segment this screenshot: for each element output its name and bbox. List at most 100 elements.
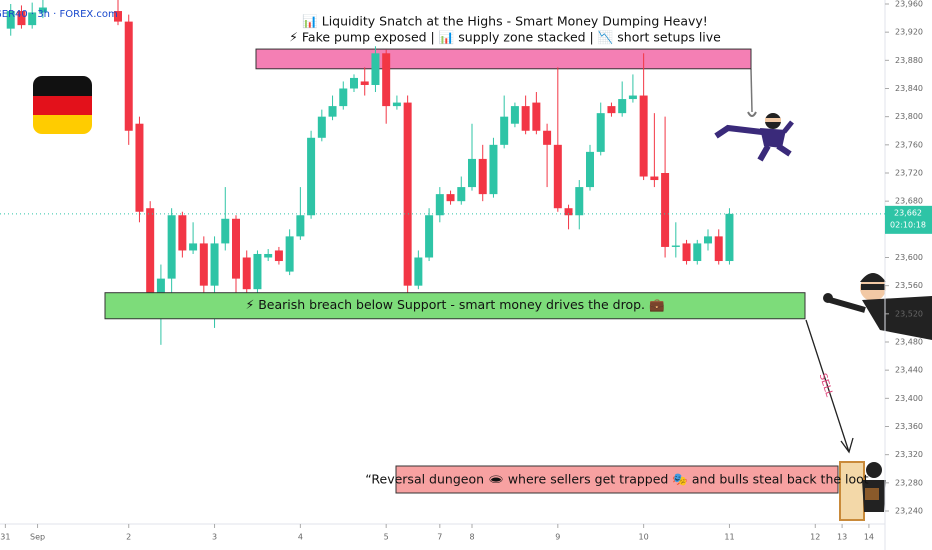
y-tick-label: 23,680 — [895, 197, 923, 206]
candle-body — [661, 173, 670, 247]
candle-body — [178, 215, 187, 251]
candle-body — [510, 106, 519, 124]
y-tick-label: 23,760 — [895, 140, 923, 149]
x-tick-label: 5 — [384, 533, 389, 542]
candle-body — [124, 21, 133, 131]
x-tick-label: 14 — [864, 533, 874, 542]
candle-body — [682, 243, 691, 262]
candle-body — [317, 116, 326, 138]
candle-body — [350, 77, 358, 89]
candle-body — [478, 158, 487, 195]
candle-body — [671, 245, 680, 247]
supply-zone — [255, 48, 752, 70]
candle-body — [28, 12, 37, 26]
x-tick-label: 11 — [724, 533, 734, 542]
candle-body — [264, 253, 273, 258]
x-tick-label: 3 — [212, 533, 217, 542]
candle-body — [17, 11, 26, 26]
chart-subtitle: ⚡ Fake pump exposed | 📊 supply zone stac… — [289, 30, 721, 45]
sell-label: SELL — [817, 372, 835, 398]
last-price-label: 23,662 — [894, 208, 922, 217]
candle-body — [596, 113, 605, 152]
y-tick-label: 23,480 — [895, 338, 923, 347]
candle-body — [414, 257, 423, 286]
y-tick-label: 23,920 — [895, 28, 923, 37]
candle-body — [693, 243, 702, 262]
candle-body — [586, 151, 594, 188]
x-tick-label: 4 — [298, 533, 303, 542]
candle-body — [543, 130, 552, 145]
candle-body — [285, 236, 294, 272]
flag-icon — [33, 76, 92, 134]
x-tick-label: 7 — [437, 533, 442, 542]
candle-body — [6, 11, 15, 29]
candle-body — [114, 11, 122, 22]
candle-body — [146, 208, 155, 293]
support-zone — [104, 292, 806, 320]
candle-body — [650, 176, 659, 181]
chart-title: 📊 Liquidity Snatch at the Highs - Smart … — [302, 14, 708, 29]
candle-body — [714, 236, 723, 262]
candle-body — [425, 215, 434, 258]
candle-body — [704, 236, 712, 244]
candle-body — [489, 144, 498, 195]
countdown-label: 02:10:18 — [890, 220, 926, 229]
candle-body — [457, 187, 466, 202]
hanging-thief — [714, 68, 794, 162]
candle-body — [564, 208, 573, 216]
candle-body — [607, 106, 616, 114]
candle-body — [382, 53, 391, 107]
peeking-thief — [823, 273, 932, 340]
support-annotation: ⚡ Bearish breach below Support - smart m… — [245, 297, 665, 312]
candle-body — [221, 218, 230, 244]
y-tick-label: 23,720 — [895, 169, 923, 178]
candle-body — [253, 253, 262, 290]
y-tick-label: 23,520 — [895, 309, 923, 318]
last-price-tag — [885, 205, 932, 234]
candle-body — [435, 194, 444, 216]
candle-body — [38, 7, 47, 13]
candle-body — [575, 187, 584, 216]
candle-body — [189, 243, 198, 251]
candle-body — [328, 106, 337, 117]
x-tick-label: 13 — [837, 533, 847, 542]
candle-body — [521, 106, 530, 131]
x-tick-label: 9 — [555, 533, 560, 542]
reversal-annotation: “Reversal dungeon 🕳 where sellers get tr… — [365, 472, 868, 487]
x-tick-label: 31 — [0, 533, 10, 542]
symbol-label: GER40 · 3h · FOREX.com — [0, 9, 118, 20]
candle-body — [618, 99, 627, 114]
y-tick-label: 23,360 — [895, 422, 923, 431]
x-tick-label: 8 — [469, 533, 474, 542]
candle-body — [167, 215, 176, 279]
door-thief — [839, 461, 886, 521]
candle-body — [371, 53, 380, 85]
y-tick-label: 23,560 — [895, 281, 923, 290]
y-tick-label: 23,240 — [895, 507, 923, 516]
candle-body — [296, 215, 305, 237]
x-tick-label: 10 — [639, 533, 649, 542]
candle-body — [274, 250, 283, 262]
candle-body — [446, 194, 455, 202]
candle-body — [156, 278, 165, 293]
candle-body — [553, 144, 562, 209]
candle-body — [307, 137, 316, 216]
candle-body — [199, 243, 208, 286]
candle-body — [468, 158, 476, 188]
y-tick-label: 23,880 — [895, 56, 923, 65]
x-tick-label: Sep — [30, 533, 45, 542]
candle-body — [628, 95, 637, 100]
y-tick-label: 23,600 — [895, 253, 923, 262]
candle-body — [532, 102, 541, 131]
y-tick-label: 23,320 — [895, 450, 923, 459]
candle-body — [725, 213, 734, 262]
reversal-box — [395, 465, 839, 494]
candle-body — [210, 243, 219, 286]
y-tick-label: 23,840 — [895, 84, 923, 93]
y-tick-label: 23,280 — [895, 478, 923, 487]
candle-body — [360, 81, 369, 85]
y-tick-label: 23,800 — [895, 112, 923, 121]
candle-body — [639, 95, 648, 177]
